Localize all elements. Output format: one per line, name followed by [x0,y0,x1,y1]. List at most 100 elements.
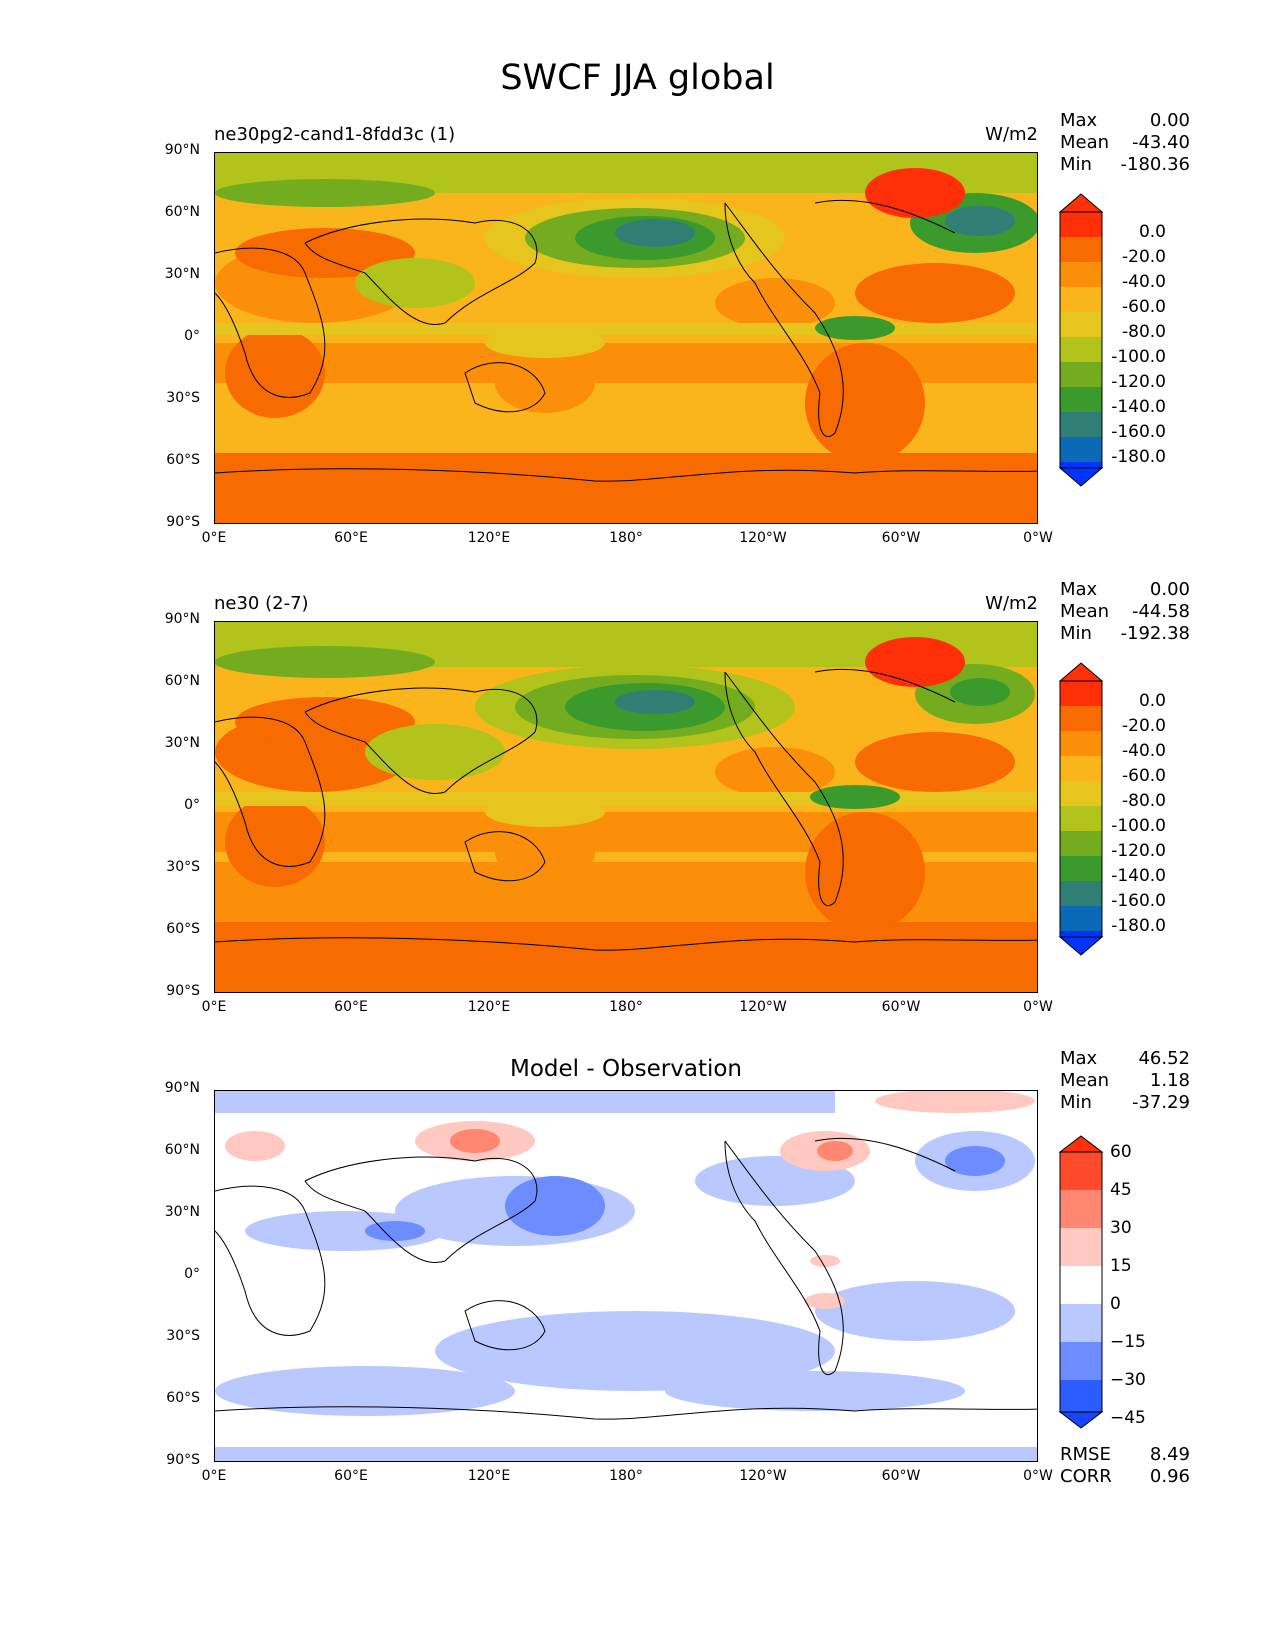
lon-label: 120°E [467,999,511,1015]
lon-label: 120°W [739,530,787,546]
panel-title: ne30pg2-cand1-8fdd3c (1) [214,124,456,145]
colorbar-label: −45 [1110,1408,1146,1428]
colorbar-label: −30 [1110,1370,1146,1390]
stat-label: Max [1060,579,1098,600]
metric-value: 0.96 [1149,1466,1190,1487]
lat-label: 30°N [164,735,200,751]
colorbar-label: -160.0 [1111,891,1166,911]
lon-label: 120°W [739,1468,787,1484]
colorbar-label: -80.0 [1122,791,1166,811]
units-label: W/m2 [985,593,1038,614]
colorbar-label: 0 [1110,1294,1121,1314]
lat-label: 30°N [164,266,200,282]
stat-value: -44.58 [1131,601,1190,622]
metrics-box: RMSE 8.49 CORR 0.96 [1060,1444,1190,1488]
panel-reference: ne30 (2-7) W/m2 Max 0.00 Mean -44.58 Min -1… [0,579,1275,1031]
stat-value: -43.40 [1131,132,1190,153]
lat-label: 0° [184,797,200,813]
lat-label: 30°N [164,1204,200,1220]
colorbar-label: -20.0 [1122,247,1166,267]
colorbar-label: 0.0 [1138,222,1166,242]
panel-title: Model - Observation [509,1056,743,1082]
colorbar-label: -140.0 [1111,866,1166,886]
lat-label: 90°N [164,611,200,627]
lat-label: 90°N [164,142,200,158]
lon-label: 120°E [467,1468,511,1484]
lon-label: 60°E [334,530,368,546]
stats-box: Max 0.00 Mean -44.58 Min -192.38 [1060,579,1190,645]
lon-label: 120°W [739,999,787,1015]
colorbar [1058,662,1104,956]
lat-label: 60°N [164,1142,200,1158]
stat-value: 0.00 [1149,110,1190,131]
lat-label: 90°S [166,514,200,530]
lat-label: 60°S [166,921,200,937]
metric-label: RMSE [1060,1444,1111,1465]
lon-label: 180° [609,999,643,1015]
lon-label: 0°E [201,1468,227,1484]
lat-label: 0° [184,1266,200,1282]
panel-difference: Model - Observation Max 46.52 Mean 1.18 Mi… [0,1048,1275,1500]
colorbar-label: -60.0 [1122,766,1166,786]
colorbar-label: 0.0 [1138,691,1166,711]
stat-label: Mean [1060,132,1110,153]
stat-label: Max [1060,110,1098,131]
lon-label: 0°W [1023,999,1053,1015]
stat-label: Max [1060,1048,1098,1069]
lat-label: 30°S [166,859,200,875]
lat-label: 90°S [166,983,200,999]
colorbar-label: -100.0 [1111,816,1166,836]
colorbar-label: -80.0 [1122,322,1166,342]
map-field [214,1090,1038,1462]
lat-label: 60°N [164,204,200,220]
lon-label: 180° [609,530,643,546]
colorbar-label: 45 [1110,1180,1132,1200]
colorbar-label: -20.0 [1122,716,1166,736]
stat-value: 1.18 [1149,1070,1190,1091]
lon-label: 60°E [334,999,368,1015]
colorbar-label: -60.0 [1122,297,1166,317]
lat-label: 0° [184,328,200,344]
lat-label: 30°S [166,390,200,406]
stat-label: Mean [1060,601,1110,622]
colorbar-label: 15 [1110,1256,1132,1276]
stat-value: -180.36 [1120,154,1190,175]
colorbar-label: -180.0 [1111,447,1166,467]
colorbar-label: -120.0 [1111,372,1166,392]
lon-label: 120°E [467,530,511,546]
lat-label: 60°N [164,673,200,689]
stat-value: -192.38 [1120,623,1190,644]
lon-label: 60°W [881,999,921,1015]
stat-value: 46.52 [1138,1048,1190,1069]
panel-title: ne30 (2-7) [214,593,309,614]
colorbar-label: -140.0 [1111,397,1166,417]
figure-title: SWCF JJA global [500,58,775,98]
lon-label: 60°W [881,530,921,546]
lat-label: 60°S [166,1390,200,1406]
lon-label: 0°W [1023,1468,1053,1484]
stat-value: -37.29 [1131,1092,1190,1113]
units-label: W/m2 [985,124,1038,145]
stat-label: Mean [1060,1070,1110,1091]
colorbar [1058,193,1104,487]
stats-box: Max 46.52 Mean 1.18 Min -37.29 [1060,1048,1190,1114]
lat-label: 90°N [164,1080,200,1096]
lon-label: 0°E [201,999,227,1015]
metric-value: 8.49 [1149,1444,1190,1465]
colorbar-label: -40.0 [1122,272,1166,292]
lat-label: 90°S [166,1452,200,1468]
lat-label: 60°S [166,452,200,468]
lon-label: 0°E [201,530,227,546]
colorbar-label: -180.0 [1111,916,1166,936]
lat-label: 30°S [166,1328,200,1344]
colorbar-label: -100.0 [1111,347,1166,367]
lon-label: 60°W [881,1468,921,1484]
stat-label: Min [1060,154,1092,175]
map-field [214,152,1038,524]
colorbar-label: 60 [1110,1142,1132,1162]
colorbar-label: −15 [1110,1332,1146,1352]
stat-label: Min [1060,1092,1092,1113]
stat-value: 0.00 [1149,579,1190,600]
colorbar [1058,1135,1104,1429]
colorbar-label: -40.0 [1122,741,1166,761]
